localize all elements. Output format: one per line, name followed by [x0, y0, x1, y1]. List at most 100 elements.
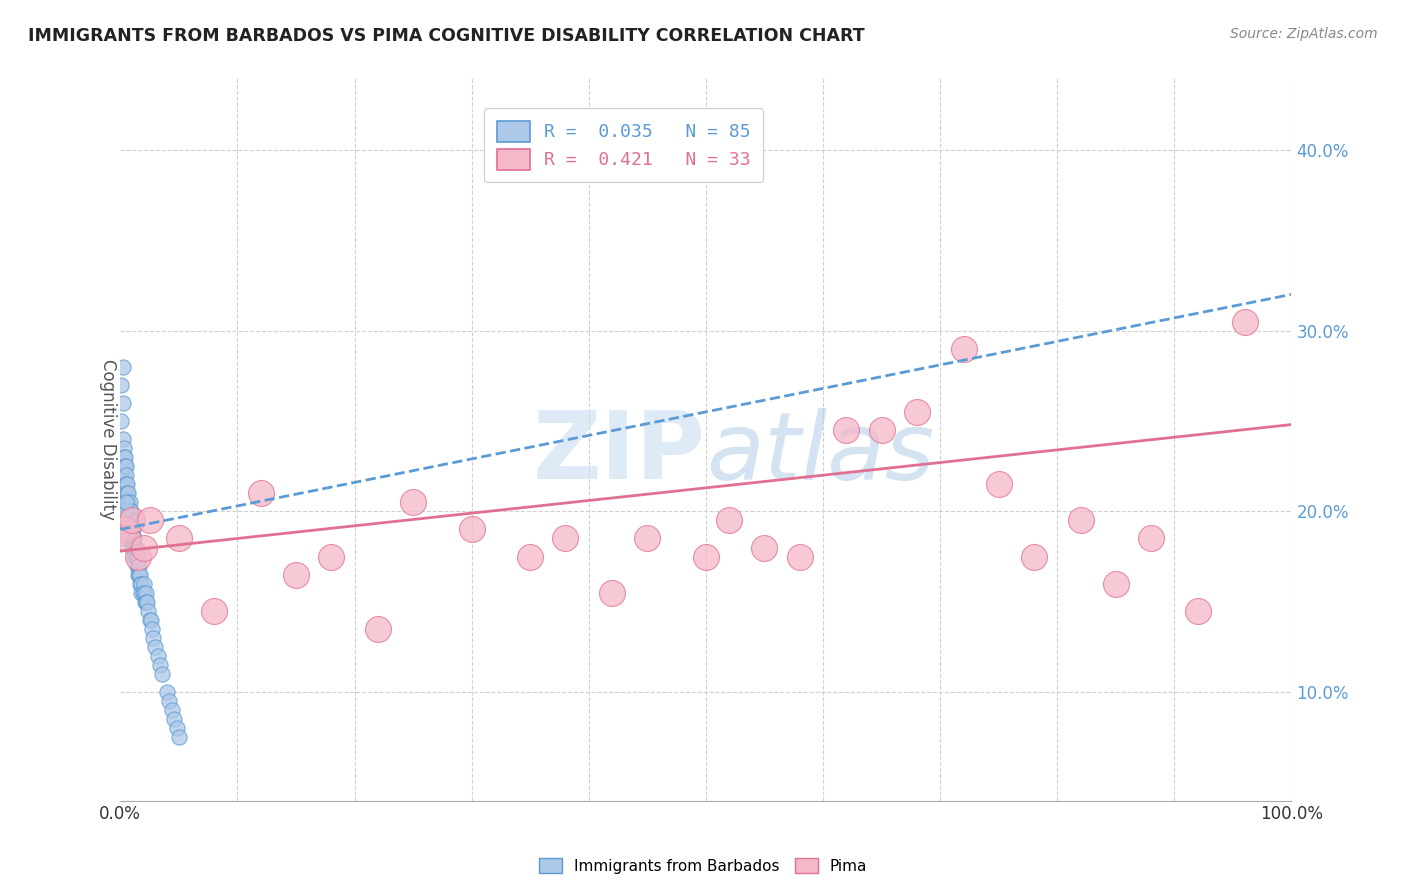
Point [125, 549, 148, 564]
Point [125, 558, 148, 573]
Point [167, 532, 190, 546]
Point [139, 613, 162, 627]
Point [124, 532, 146, 546]
Point [1187, 604, 1209, 618]
Point [167, 731, 190, 745]
Point [1022, 549, 1045, 564]
Point [118, 495, 141, 509]
Point [128, 558, 150, 573]
Point [110, 532, 132, 546]
Point [138, 513, 160, 527]
Point [124, 549, 146, 564]
Point [131, 585, 153, 599]
Point [132, 576, 155, 591]
Point [112, 450, 135, 464]
Point [166, 721, 188, 735]
Point [145, 640, 167, 654]
Point [114, 477, 136, 491]
Point [138, 604, 160, 618]
Point [1233, 314, 1256, 328]
Point [127, 549, 149, 564]
Point [132, 541, 155, 555]
Point [118, 523, 141, 537]
Point [115, 504, 138, 518]
Point [120, 513, 142, 527]
Point [600, 585, 623, 599]
Point [129, 576, 152, 591]
Point [111, 396, 134, 410]
Point [111, 359, 134, 374]
Point [124, 541, 146, 555]
Point [117, 486, 139, 500]
Point [367, 622, 389, 636]
Point [112, 513, 135, 527]
Point [160, 703, 183, 717]
Point [115, 459, 138, 474]
Point [129, 567, 152, 582]
Point [131, 585, 153, 599]
Point [120, 523, 142, 537]
Point [141, 622, 163, 636]
Text: Source: ZipAtlas.com: Source: ZipAtlas.com [1230, 27, 1378, 41]
Point [789, 549, 811, 564]
Point [124, 541, 146, 555]
Point [121, 523, 143, 537]
Point [460, 523, 482, 537]
Point [163, 712, 186, 726]
Point [122, 523, 145, 537]
Point [121, 541, 143, 555]
Point [1140, 532, 1163, 546]
Point [115, 468, 138, 483]
Point [117, 477, 139, 491]
Point [117, 532, 139, 546]
Point [118, 504, 141, 518]
Point [115, 477, 138, 491]
Point [754, 541, 776, 555]
Point [1105, 576, 1128, 591]
Point [554, 532, 576, 546]
Point [695, 549, 717, 564]
Point [110, 377, 132, 392]
Point [111, 432, 134, 446]
Point [115, 486, 138, 500]
Legend: R =  0.035   N = 85, R =  0.421   N = 33: R = 0.035 N = 85, R = 0.421 N = 33 [485, 108, 763, 182]
Point [117, 513, 139, 527]
Point [1070, 513, 1092, 527]
Point [202, 604, 225, 618]
Point [127, 549, 149, 564]
Point [117, 513, 139, 527]
Point [121, 513, 143, 527]
Point [114, 504, 136, 518]
Point [136, 595, 159, 609]
Point [121, 513, 143, 527]
Point [987, 477, 1010, 491]
Point [870, 423, 893, 437]
Point [146, 648, 169, 663]
Point [112, 523, 135, 537]
Point [117, 495, 139, 509]
Point [122, 541, 145, 555]
Point [135, 595, 157, 609]
Point [127, 558, 149, 573]
Point [152, 667, 174, 681]
Point [114, 486, 136, 500]
Point [952, 342, 974, 356]
Point [718, 513, 741, 527]
Point [117, 486, 139, 500]
Point [149, 658, 172, 673]
Point [319, 549, 342, 564]
Point [156, 685, 179, 699]
Point [127, 567, 149, 582]
Point [112, 468, 135, 483]
Point [117, 495, 139, 509]
Point [402, 495, 425, 509]
Point [112, 459, 135, 474]
Point [835, 423, 858, 437]
Text: ZIP: ZIP [533, 408, 706, 500]
Point [120, 504, 142, 518]
Point [285, 567, 308, 582]
Point [124, 549, 146, 564]
Point [131, 576, 153, 591]
Point [122, 532, 145, 546]
Point [519, 549, 541, 564]
